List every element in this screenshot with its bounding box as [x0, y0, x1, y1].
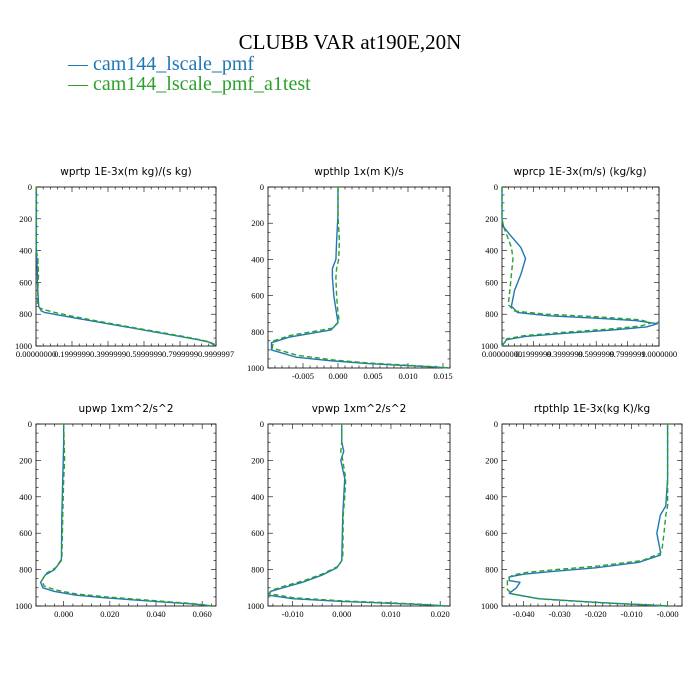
panel-wprtp: wprtp 1E-3x(m kg)/(s kg) 0 200 400 600 800 10…	[15, 166, 234, 359]
panel-title: rtpthlp 1E-3x(kg K)/kg	[534, 403, 650, 415]
y-tick-label: 0	[260, 419, 264, 429]
series-line-a1test	[268, 424, 446, 607]
panel-title: upwp 1xm^2/s^2	[79, 403, 174, 415]
series-line-pmf	[270, 187, 451, 369]
y-tick-label: 0	[28, 182, 32, 192]
plot-frame	[267, 186, 451, 369]
x-tick-label: 0.1999999	[515, 349, 551, 359]
y-tick-label: 1000	[481, 341, 498, 351]
y-tick-label: 200	[251, 455, 264, 465]
legend-entry-a1test: — cam144_lscale_pmf_a1test	[67, 73, 311, 95]
panel-wprcp: wprcp 1E-3x(m/s) (kg/kg) 0 200 400 600 800 10…	[481, 166, 677, 359]
series-line-pmf	[267, 424, 446, 607]
panel-title: wprcp 1E-3x(m/s) (kg/kg)	[513, 166, 646, 178]
plot-frame	[35, 186, 217, 347]
series-line-a1test	[501, 187, 652, 347]
x-tick-label: -0.020	[585, 609, 607, 619]
x-tick-label: -0.010	[282, 609, 304, 619]
y-tick-label: 600	[485, 528, 498, 538]
y-tick-label: 600	[19, 277, 32, 287]
series-line-pmf	[39, 424, 212, 607]
x-tick-label: 0.7999999	[610, 349, 646, 359]
x-tick-label: 0.3999999	[547, 349, 583, 359]
y-tick-label: 0	[494, 419, 498, 429]
x-tick-label: 0.5999999	[578, 349, 614, 359]
y-tick-label: 400	[251, 492, 264, 502]
y-tick-label: 600	[251, 528, 264, 538]
y-tick-label: 1000	[15, 341, 32, 351]
y-tick-label: 600	[485, 277, 498, 287]
panel-vpwp: vpwp 1xm^2/s^2 0 200 400 600 800 1000 -0.010 0.…	[247, 403, 451, 619]
y-tick-label: 800	[485, 309, 498, 319]
series-line-a1test	[35, 187, 217, 347]
y-tick-label: 800	[251, 565, 264, 575]
x-tick-label: 0.00000000	[16, 349, 56, 359]
y-tick-label: 800	[19, 565, 32, 575]
legend-entry-pmf: — cam144_lscale_pmf	[67, 53, 254, 75]
y-tick-label: 800	[19, 309, 32, 319]
x-tick-label: 0.005	[363, 371, 382, 381]
x-tick-label: 0.3999999	[90, 349, 126, 359]
series-line-a1test	[41, 423, 212, 607]
x-tick-label: 0.7999999	[162, 349, 198, 359]
y-tick-label: 600	[251, 291, 264, 301]
y-tick-label: 0	[260, 182, 264, 192]
y-tick-label: 400	[19, 246, 32, 256]
x-tick-label: 0.000	[328, 371, 347, 381]
y-tick-label: 1000	[247, 363, 264, 373]
y-tick-label: 200	[19, 455, 32, 465]
y-tick-label: 1000	[15, 601, 32, 611]
y-tick-label: 1000	[481, 601, 498, 611]
panel-rtpthlp: rtpthlp 1E-3x(kg K)/kg 0 200 400 600 800 1000…	[481, 403, 683, 619]
x-tick-label: -0.010	[621, 609, 643, 619]
y-tick-label: 200	[19, 214, 32, 224]
x-tick-label: 0.9999997	[198, 349, 234, 359]
plot-frame	[501, 186, 660, 347]
series-line-a1test	[506, 424, 669, 607]
panel-title: wprtp 1E-3x(m kg)/(s kg)	[60, 166, 191, 178]
x-tick-label: 0.010	[381, 609, 400, 619]
series-line-a1test	[271, 187, 451, 369]
panel-title: vpwp 1xm^2/s^2	[312, 403, 407, 415]
y-tick-label: 400	[485, 492, 498, 502]
plot-frame	[267, 423, 451, 607]
y-tick-label: 600	[19, 528, 32, 538]
x-tick-label: -0.030	[549, 609, 571, 619]
x-tick-label: 0.015	[433, 371, 452, 381]
x-tick-label: 0.00000000	[482, 349, 522, 359]
series-line-pmf	[508, 424, 669, 607]
y-tick-label: 800	[485, 565, 498, 575]
x-tick-label: -0.000	[657, 609, 679, 619]
x-tick-label: 1.0000000	[641, 349, 677, 359]
series-line-pmf	[35, 187, 216, 347]
y-tick-label: 800	[251, 327, 264, 337]
x-tick-label: 0.000	[54, 609, 73, 619]
plot-frame	[501, 423, 683, 607]
panel-upwp: upwp 1xm^2/s^2 0 200 400 600 800 1000 0.000 0.0…	[15, 403, 217, 619]
x-tick-label: 0.020	[431, 609, 450, 619]
x-tick-label: 0.5999999	[126, 349, 162, 359]
panel-wpthlp: wpthlp 1x(m K)/s 0 200 400 600 800 1000 -0.005…	[247, 166, 453, 381]
y-tick-label: 200	[485, 455, 498, 465]
x-tick-label: -0.005	[292, 371, 314, 381]
x-tick-label: 0.010	[398, 371, 417, 381]
x-tick-label: -0.040	[513, 609, 535, 619]
x-tick-label: 0.1999999	[54, 349, 90, 359]
y-tick-label: 0	[494, 182, 498, 192]
y-tick-label: 400	[251, 254, 264, 264]
series-line-pmf	[501, 187, 659, 347]
y-tick-label: 200	[251, 218, 264, 228]
y-tick-label: 400	[19, 492, 32, 502]
figure-title: CLUBB VAR at190E,20N	[239, 30, 462, 54]
y-tick-label: 400	[485, 246, 498, 256]
y-tick-label: 200	[485, 214, 498, 224]
x-tick-label: 0.000	[332, 609, 351, 619]
x-tick-label: 0.060	[193, 609, 212, 619]
x-tick-label: 0.040	[146, 609, 165, 619]
panel-title: wpthlp 1x(m K)/s	[314, 166, 404, 178]
y-tick-label: 1000	[247, 601, 264, 611]
x-tick-label: 0.020	[100, 609, 119, 619]
y-tick-label: 0	[28, 419, 32, 429]
